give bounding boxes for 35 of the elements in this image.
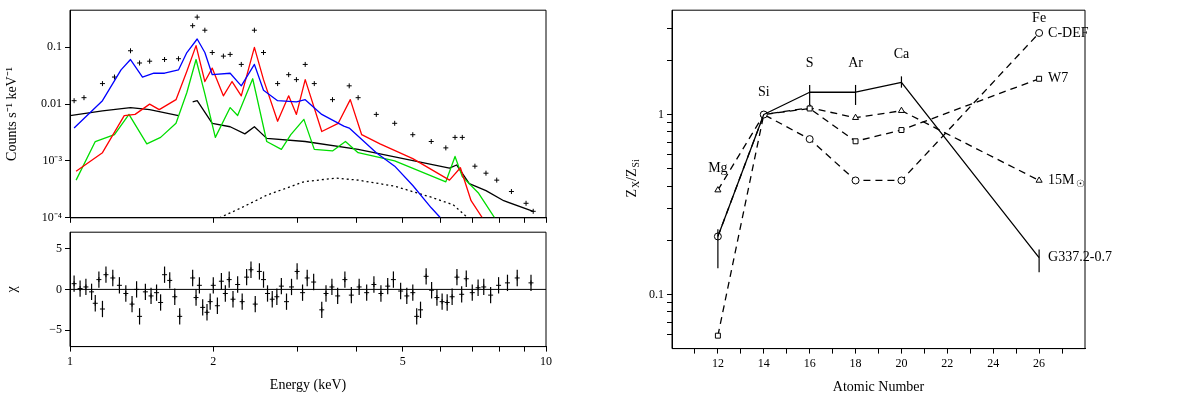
annotation: Ca <box>893 46 911 62</box>
y-tick-label: 0 <box>56 281 62 296</box>
x-tick-label: 16 <box>803 355 816 370</box>
y-tick-label: 0.1 <box>47 39 62 54</box>
series-label: C-DEF <box>1048 24 1089 40</box>
series-label: 15M☉ <box>1048 172 1085 190</box>
x-tick-label: 14 <box>757 355 770 370</box>
series-label: W7 <box>1048 70 1069 86</box>
x-tick-label: 5 <box>399 353 406 368</box>
y-tick-label: 0.01 <box>41 96 62 111</box>
y-axis-title: χ <box>3 285 19 294</box>
annotation: Si <box>757 84 770 100</box>
y-tick-label: −5 <box>49 322 62 337</box>
annotation: Fe <box>1032 9 1047 25</box>
x-tick-label: 20 <box>895 355 908 370</box>
annotation: Mg <box>708 159 728 175</box>
x-tick-label: 26 <box>1033 355 1046 370</box>
x-tick-label: 24 <box>987 355 1000 370</box>
x-tick-label: 2 <box>210 353 217 368</box>
x-axis-title: Energy (keV) <box>269 376 347 393</box>
annotation: S <box>805 54 814 70</box>
x-tick-label: 18 <box>849 355 862 370</box>
y-tick-label: 10⁻³ <box>42 153 63 168</box>
series-label: G337.2-0.7 <box>1048 249 1112 265</box>
y-tick-label: 5 <box>56 240 62 255</box>
x-tick-label: 1 <box>67 353 73 368</box>
x-tick-label: 12 <box>711 355 724 370</box>
annotation: Ar <box>848 54 864 70</box>
x-axis-title: Atomic Number <box>832 378 925 394</box>
x-tick-label: 22 <box>941 355 954 370</box>
y-axis-title: Counts s⁻¹ keV⁻¹ <box>3 67 19 161</box>
y-axis-title: ZX/ZSi <box>623 159 641 198</box>
y-tick-label: 10⁻⁴ <box>41 209 62 224</box>
y-tick-label: 0.1 <box>649 286 664 301</box>
x-tick-label: 10 <box>540 353 552 368</box>
